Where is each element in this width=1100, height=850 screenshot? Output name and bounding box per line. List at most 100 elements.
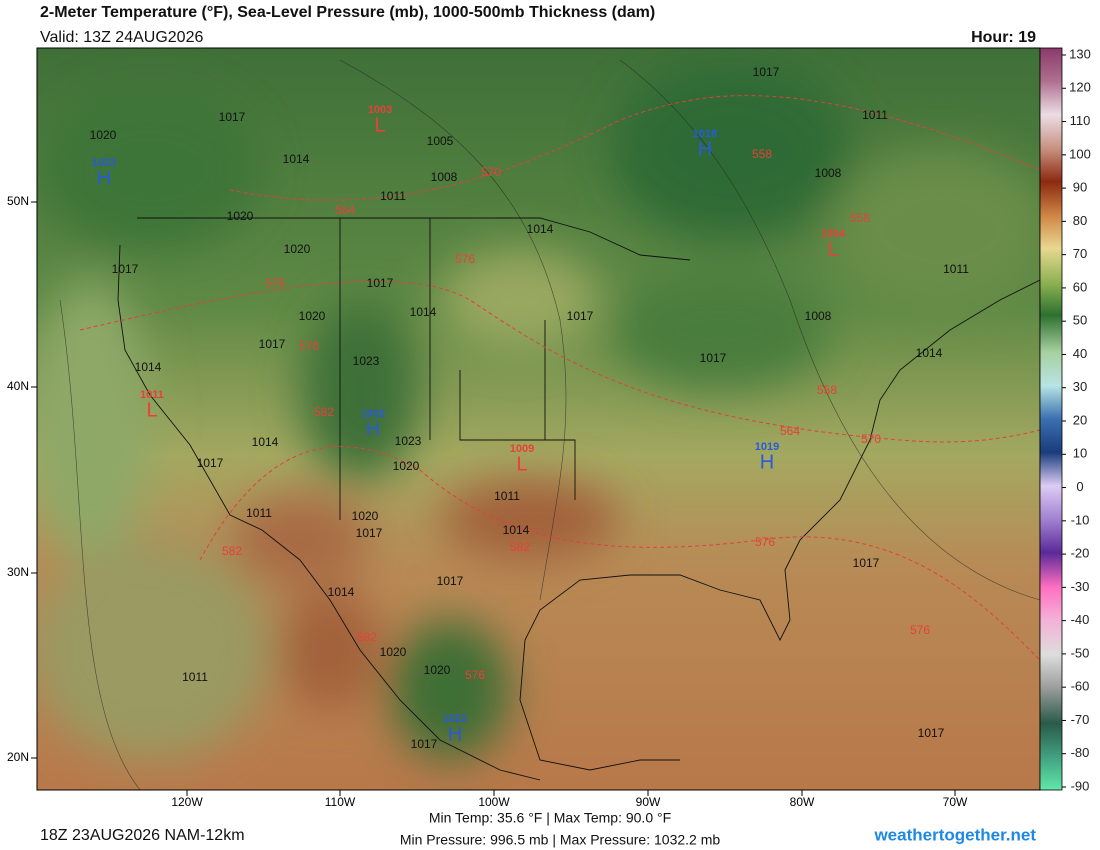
- colorbar-label: -30: [1071, 579, 1090, 594]
- isobar-label: 1020: [380, 645, 407, 659]
- center-symbol: H: [448, 723, 462, 745]
- colorbar-label: -80: [1071, 745, 1090, 760]
- thickness-label: 558: [850, 211, 870, 225]
- isobar-label: 1017: [356, 526, 383, 540]
- isobar-label: 1014: [527, 222, 554, 236]
- center-pressure: 1022: [443, 713, 467, 725]
- center-pressure: 1019: [755, 441, 779, 453]
- thickness-label: 570: [481, 165, 501, 179]
- isobar-label: 1020: [90, 128, 117, 142]
- center-symbol: L: [516, 453, 527, 475]
- isobar-label: 1014: [503, 523, 530, 537]
- colorbar-label: 50: [1073, 313, 1087, 328]
- isobar-label: 1017: [567, 309, 594, 323]
- colorbar-label: 70: [1073, 246, 1087, 261]
- isobar-label: 1011: [494, 489, 520, 503]
- isobar-label: 1011: [380, 189, 406, 203]
- isobar-label: 1017: [197, 456, 224, 470]
- center-pressure: 1003: [368, 104, 392, 116]
- colorbar-label: 130: [1069, 46, 1091, 61]
- colorbar-label: 120: [1069, 80, 1091, 95]
- isobar-label: 1014: [410, 305, 437, 319]
- colorbar-label: 40: [1073, 346, 1087, 361]
- temp-range: Min Temp: 35.6 °F | Max Temp: 90.0 °F: [429, 810, 671, 826]
- thickness-label: 582: [357, 630, 377, 644]
- model-run: 18Z 23AUG2026 NAM-12km: [40, 827, 245, 844]
- isobar-label: 1017: [112, 262, 139, 276]
- center-pressure: 1011: [140, 389, 164, 401]
- isobar-label: 1020: [352, 509, 379, 523]
- isobar-label: 1020: [284, 242, 311, 256]
- colorbar-label: -90: [1071, 778, 1090, 793]
- isobar-label: 1020: [424, 663, 451, 677]
- isobar-label: 1017: [853, 556, 880, 570]
- colorbar-label: -60: [1071, 679, 1090, 694]
- center-symbol: L: [146, 399, 157, 421]
- colorbar-label: -10: [1071, 512, 1090, 527]
- isobar-label: 1017: [259, 337, 286, 351]
- lon-label: 80W: [790, 795, 815, 809]
- isobar-label: 1014: [283, 152, 310, 166]
- isobar-label: 1014: [135, 360, 162, 374]
- isobar-label: 1008: [815, 166, 842, 180]
- isobar-label: 1014: [252, 435, 279, 449]
- isobar-label: 1017: [219, 110, 246, 124]
- center-symbol: H: [97, 167, 111, 189]
- thickness-label: 558: [752, 147, 772, 161]
- colorbar-label: 30: [1073, 379, 1087, 394]
- colorbar-label: 10: [1073, 446, 1087, 461]
- lon-label: 110W: [325, 795, 356, 809]
- center-pressure: 1009: [510, 443, 534, 455]
- lon-label: 100W: [478, 795, 510, 809]
- pressure-range: Min Pressure: 996.5 mb | Max Pressure: 1…: [400, 832, 721, 848]
- center-symbol: L: [374, 114, 385, 136]
- site-credit: weathertogether.net: [873, 825, 1036, 844]
- thickness-label: 582: [222, 544, 242, 558]
- center-pressure: 1018: [693, 128, 717, 140]
- thickness-label: 576: [299, 339, 319, 353]
- center-pressure: 1023: [92, 157, 116, 169]
- isobar-label: 1011: [943, 262, 969, 276]
- thickness-label: 576: [465, 668, 485, 682]
- thickness-label: 582: [314, 405, 334, 419]
- isobar-label: 1014: [328, 585, 355, 599]
- isobar-label: 1011: [182, 670, 208, 684]
- center-symbol: L: [827, 238, 838, 260]
- colorbar-label: -70: [1071, 712, 1090, 727]
- lon-label: 90W: [636, 795, 661, 809]
- isobar-label: 1011: [862, 108, 888, 122]
- isobar-label: 1017: [753, 65, 780, 79]
- lon-label: 120W: [171, 795, 203, 809]
- isobar-label: 1017: [700, 351, 727, 365]
- thickness-label: 582: [510, 540, 530, 554]
- isobar-label: 1008: [805, 309, 832, 323]
- colorbar-label: 100: [1069, 146, 1091, 161]
- isobar-label: 1023: [353, 354, 380, 368]
- isobar-label: 1014: [916, 346, 943, 360]
- isobar-label: 1011: [246, 506, 272, 520]
- isobar-label: 1017: [411, 737, 438, 751]
- isobar-label: 1017: [367, 276, 394, 290]
- isobar-label: 1020: [299, 309, 326, 323]
- colorbar-label: -40: [1071, 612, 1090, 627]
- center-pressure: 1004: [821, 228, 846, 240]
- thickness-label: 576: [910, 623, 930, 637]
- lat-label: 30N: [7, 565, 29, 579]
- isobar-label: 1020: [393, 459, 420, 473]
- temperature-field: [37, 48, 1040, 790]
- thickness-label: 576: [455, 252, 475, 266]
- valid-time: Valid: 13Z 24AUG2026: [40, 29, 204, 46]
- colorbar-label: 60: [1073, 279, 1087, 294]
- isobar-label: 1017: [437, 574, 464, 588]
- lon-label: 70W: [943, 795, 968, 809]
- colorbar: [1039, 47, 1063, 791]
- colorbar-label: 20: [1073, 412, 1087, 427]
- lat-label: 50N: [7, 194, 29, 208]
- colorbar-label: 90: [1073, 180, 1087, 195]
- title: 2-Meter Temperature (°F), Sea-Level Pres…: [40, 4, 656, 21]
- isobar-label: 1023: [395, 434, 422, 448]
- colorbar-label: 80: [1073, 213, 1087, 228]
- thickness-label: 576: [265, 276, 285, 290]
